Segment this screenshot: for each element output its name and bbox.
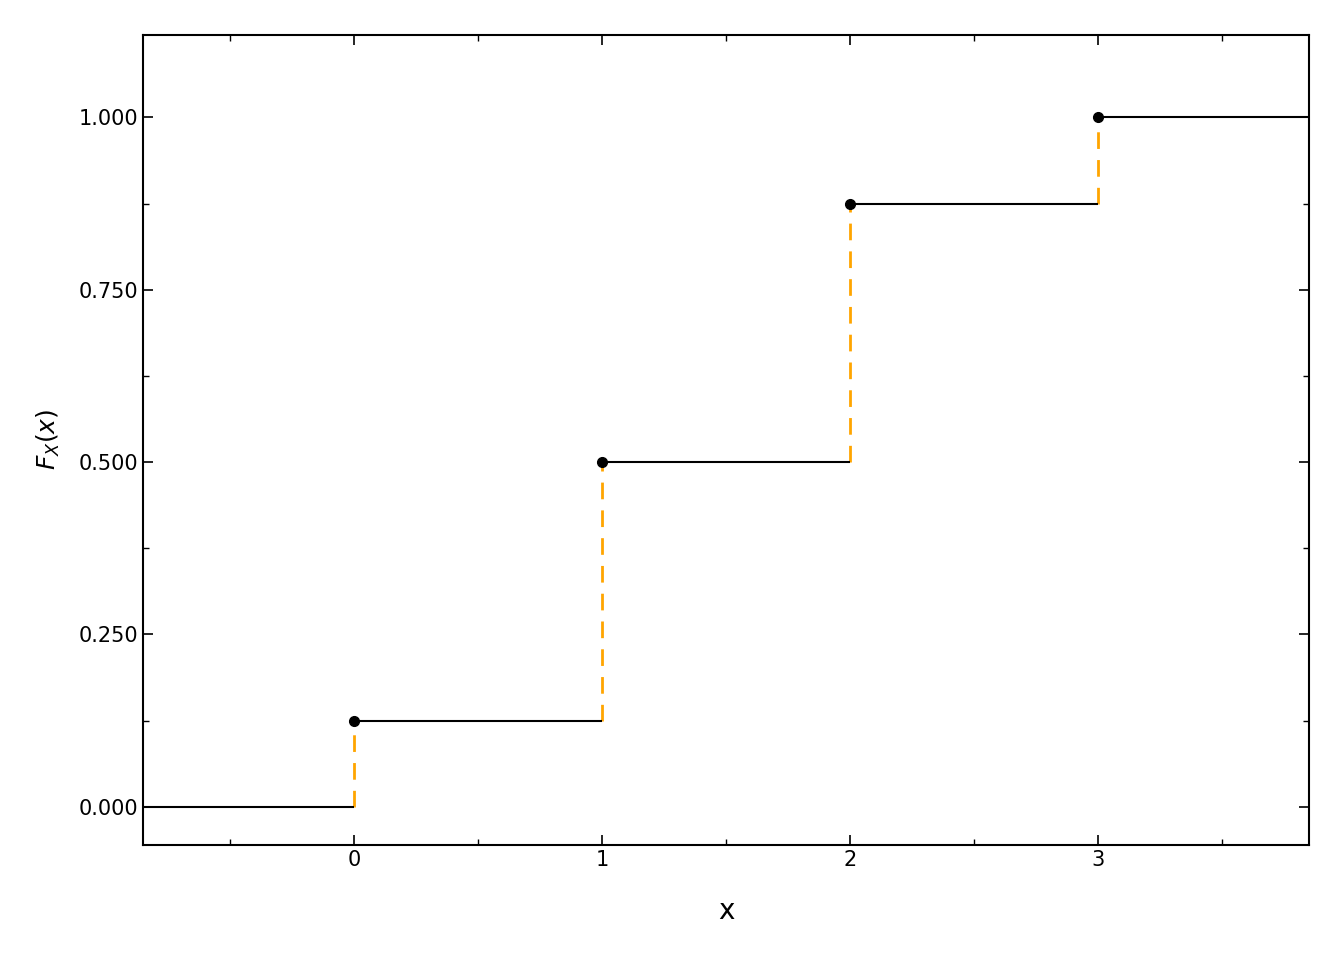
Y-axis label: $F_X(x)$: $F_X(x)$: [35, 409, 62, 470]
X-axis label: x: x: [718, 898, 734, 925]
